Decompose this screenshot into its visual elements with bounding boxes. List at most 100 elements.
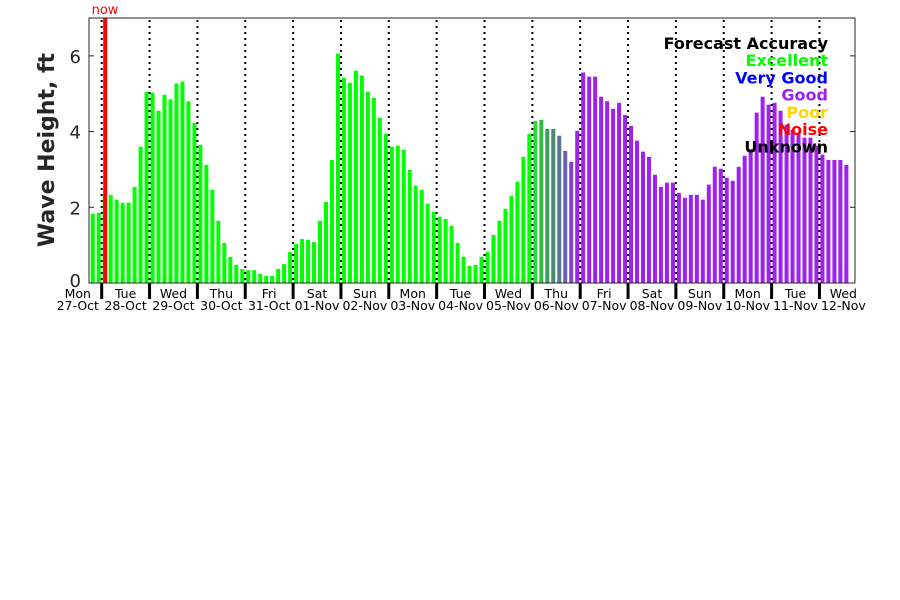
bar	[563, 150, 568, 283]
bar	[431, 211, 436, 283]
bar	[826, 159, 831, 283]
day-date-label: 07-Nov	[582, 298, 627, 313]
bar	[186, 101, 191, 284]
day-name-label: Sun	[353, 286, 377, 301]
y-tick-label: 0	[70, 271, 81, 292]
day-name-label: Thu	[209, 286, 233, 301]
day-date-label: 01-Nov	[295, 298, 340, 313]
now-label: now	[92, 3, 119, 18]
bar	[467, 265, 472, 283]
bar	[359, 75, 364, 284]
y-axis: 0 2 4 6	[70, 47, 855, 292]
bars	[90, 18, 849, 284]
day-date-label: 29-Oct	[152, 298, 194, 313]
bar	[533, 120, 538, 283]
bar	[778, 110, 783, 283]
bar	[784, 124, 789, 283]
bar	[120, 202, 125, 283]
bar	[664, 182, 669, 283]
bar	[288, 251, 293, 283]
bar	[126, 202, 131, 283]
bar	[802, 137, 807, 283]
bar	[730, 180, 735, 283]
legend-entry: Noise	[778, 120, 828, 139]
bar	[724, 177, 729, 283]
bar	[814, 145, 819, 283]
day-date-label: 28-Oct	[104, 298, 146, 313]
bar	[652, 174, 657, 283]
legend-entry: Good	[781, 86, 828, 105]
day-date-label: 02-Nov	[342, 298, 387, 313]
bar	[312, 242, 317, 283]
bar	[222, 242, 227, 283]
bar	[443, 219, 448, 283]
bar	[808, 137, 813, 283]
bar	[306, 239, 311, 283]
bar	[617, 102, 622, 283]
bar	[449, 225, 454, 283]
bar	[108, 194, 113, 283]
bar	[90, 213, 95, 283]
bar	[276, 268, 281, 283]
bar	[198, 144, 203, 283]
bar	[820, 154, 825, 283]
bar	[461, 256, 466, 283]
bar	[700, 199, 705, 283]
day-date-label: 03-Nov	[390, 298, 435, 313]
day-date-label: 08-Nov	[630, 298, 675, 313]
day-date-label: 04-Nov	[438, 298, 483, 313]
bar	[240, 268, 245, 283]
y-tick-label: 6	[70, 47, 81, 68]
bar	[96, 212, 101, 283]
bar	[503, 208, 508, 283]
bar	[318, 220, 323, 283]
bar	[551, 128, 556, 283]
day-date-label: 09-Nov	[677, 298, 722, 313]
bar	[347, 82, 352, 283]
day-name-label: Mon	[400, 286, 426, 301]
bar	[635, 140, 640, 283]
bar	[742, 155, 747, 283]
bar	[658, 186, 663, 283]
bar	[844, 164, 849, 283]
bar	[491, 234, 496, 283]
bar	[832, 159, 837, 283]
bar	[736, 166, 741, 283]
bar	[569, 161, 574, 283]
bar	[557, 135, 562, 283]
bar	[371, 97, 376, 283]
day-date-label: 11-Nov	[773, 298, 818, 313]
bar	[282, 264, 287, 283]
bar	[365, 91, 370, 283]
bar	[646, 156, 651, 283]
bar	[210, 189, 215, 283]
bar	[425, 203, 430, 283]
bar	[766, 104, 771, 283]
bar	[545, 128, 550, 283]
legend-entry: Poor	[786, 103, 828, 122]
bar	[335, 53, 340, 284]
bar	[682, 197, 687, 283]
bar	[294, 244, 299, 283]
bar	[796, 133, 801, 283]
day-name-label: Fri	[597, 286, 612, 301]
day-date-label: 31-Oct	[248, 298, 290, 313]
bar	[204, 164, 209, 283]
bar	[228, 256, 233, 283]
y-axis-label: Wave Height, ft	[35, 52, 60, 247]
bar	[132, 186, 137, 283]
day-name-label: Sat	[307, 286, 328, 301]
bar	[413, 185, 418, 283]
bar	[162, 94, 167, 283]
day-date-label: 30-Oct	[200, 298, 242, 313]
bar	[144, 91, 149, 283]
bar	[772, 102, 777, 283]
bar	[754, 112, 759, 284]
day-name-label: Wed	[160, 286, 187, 301]
bar	[419, 189, 424, 283]
day-gridlines	[100, 20, 821, 283]
bar	[527, 133, 532, 283]
legend-title: Forecast Accuracy	[664, 34, 829, 53]
